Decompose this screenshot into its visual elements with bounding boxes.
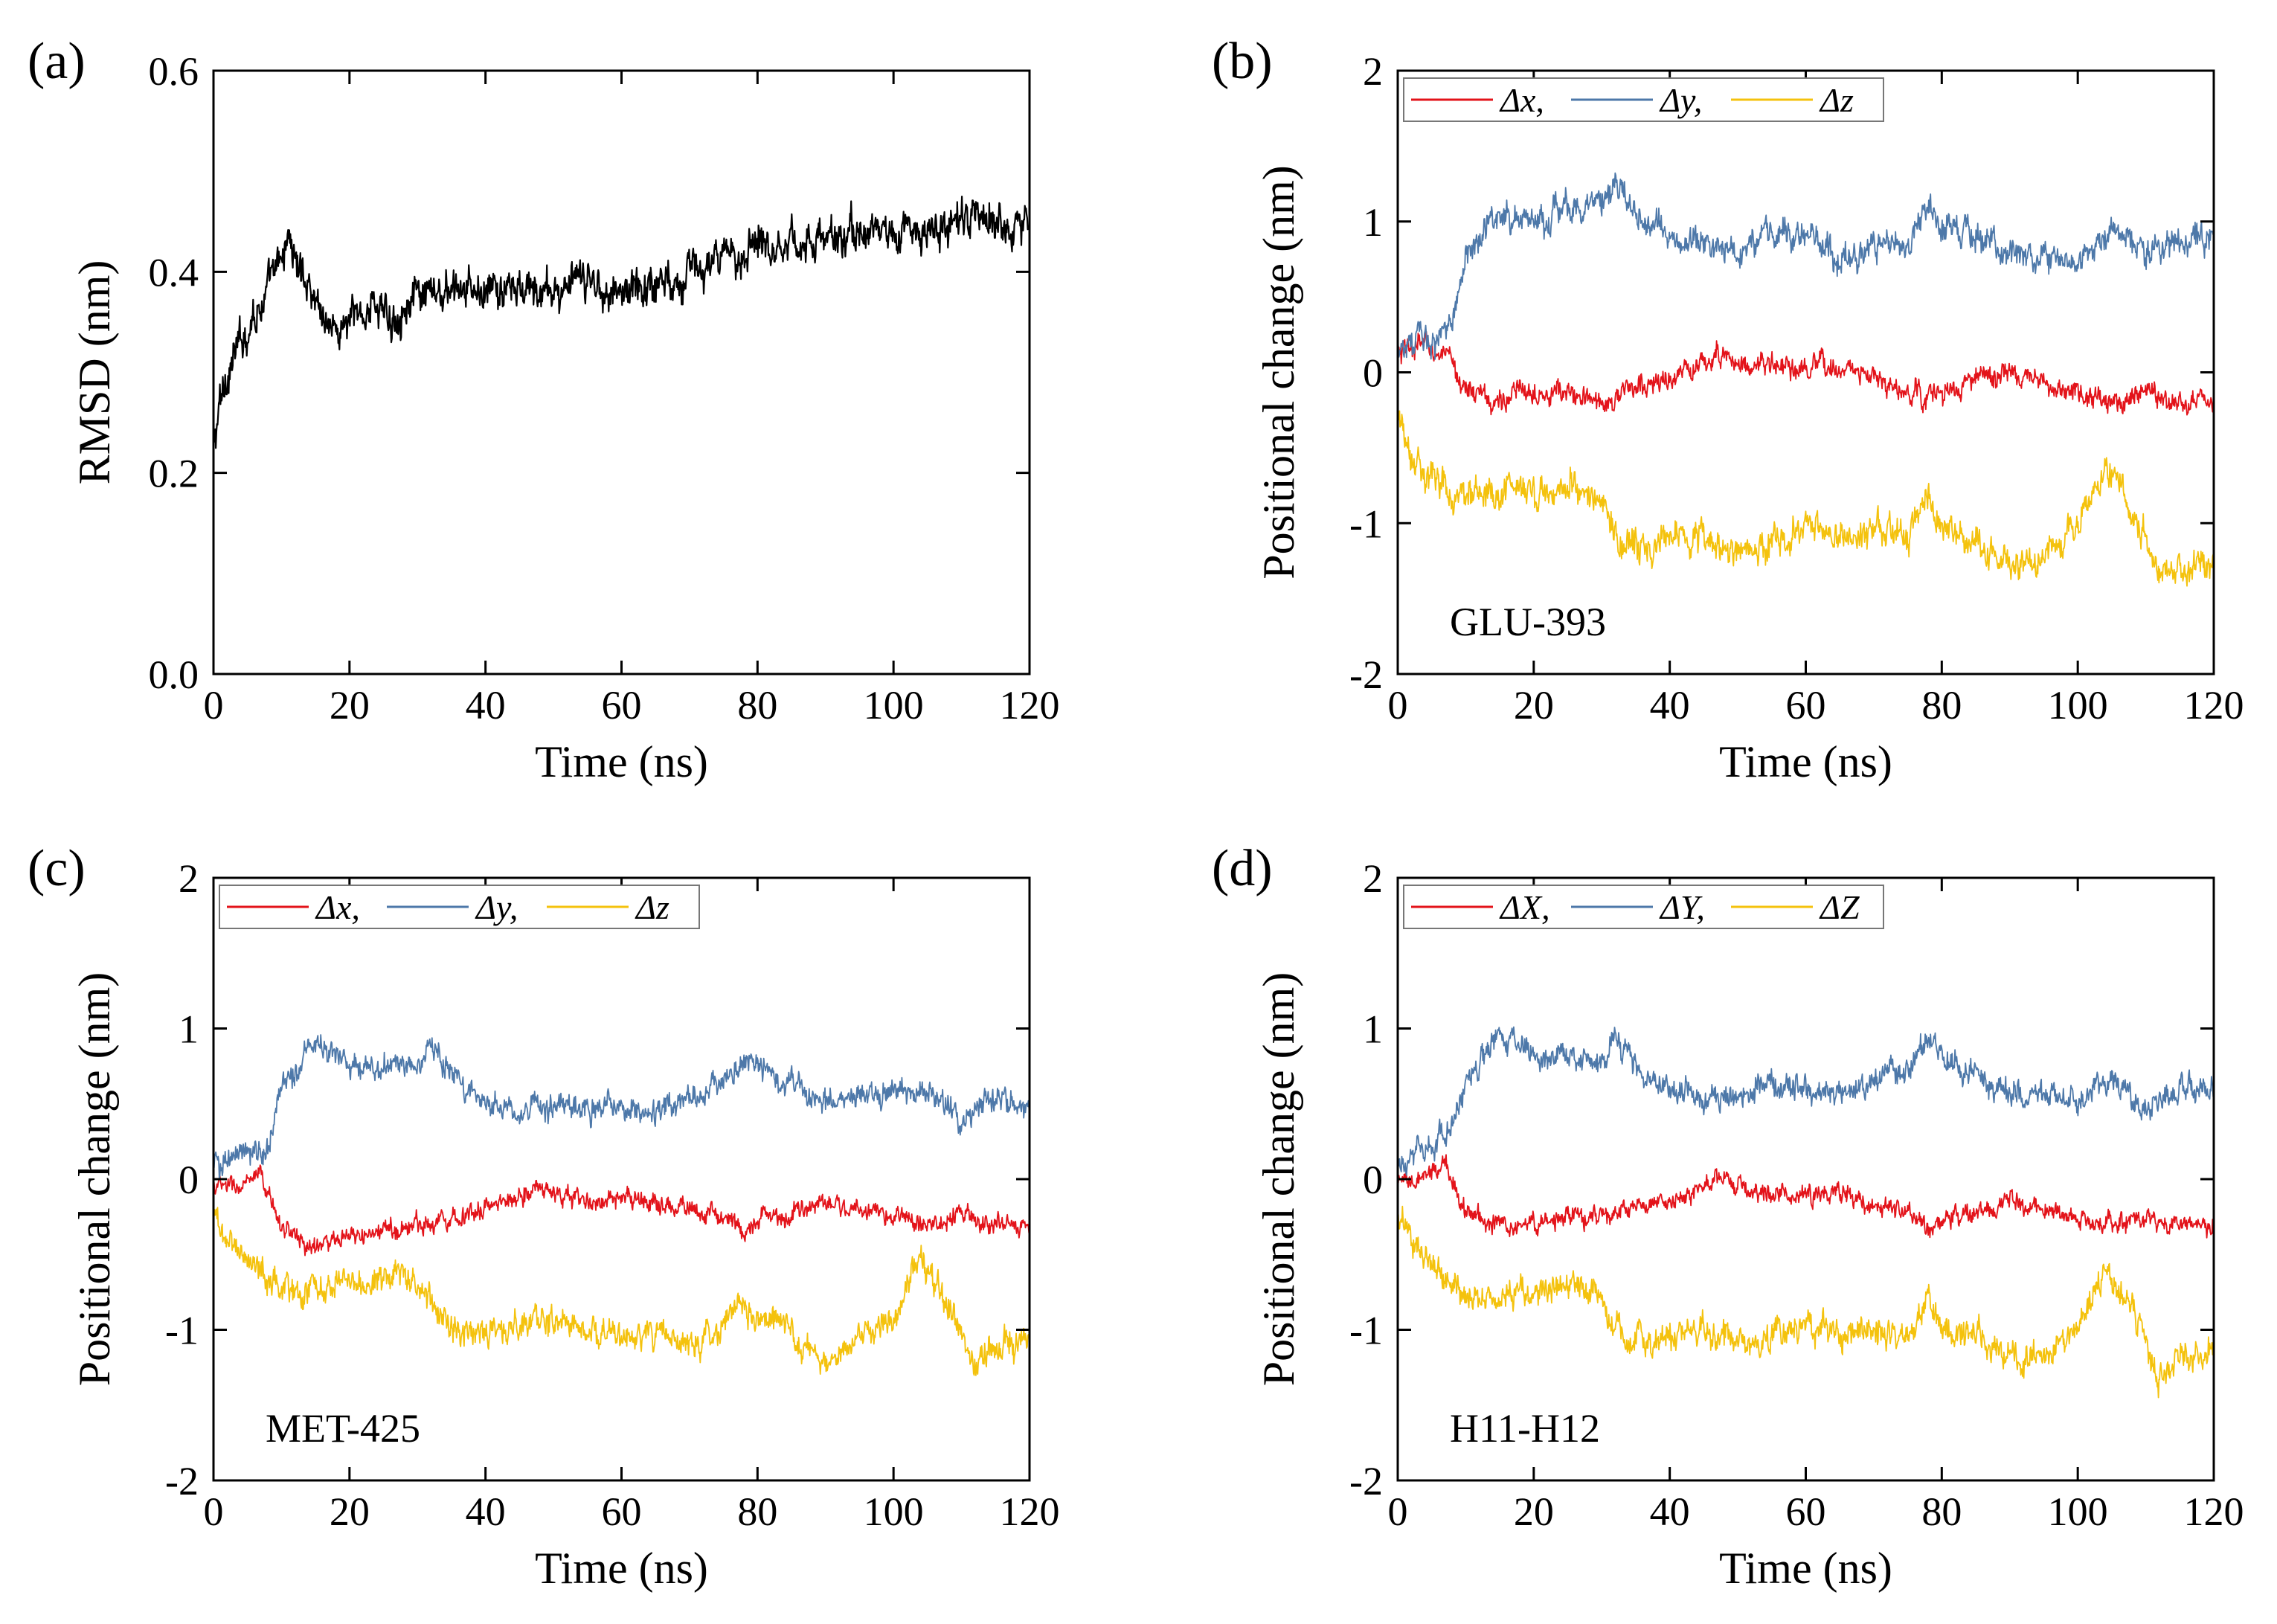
x-tick-label: 100 <box>864 1489 924 1534</box>
y-tick-label: 1 <box>1363 200 1383 245</box>
legend-label-z: Δz <box>1819 81 1854 119</box>
series-line-rmsd <box>213 196 1030 449</box>
y-tick-label: -1 <box>1349 1309 1383 1353</box>
x-tick-label: 100 <box>864 683 924 728</box>
x-tick-label: 20 <box>1514 683 1554 728</box>
y-tick-label: 1 <box>179 1007 199 1052</box>
x-tick-label: 120 <box>1000 683 1060 728</box>
x-axis-title: Time (ns) <box>1719 737 1892 786</box>
y-axis-title: Positional change (nm) <box>70 972 119 1387</box>
x-tick-label: 20 <box>330 683 370 728</box>
x-tick-label: 40 <box>466 1489 506 1534</box>
series-line-x <box>1398 330 2214 416</box>
x-tick-label: 80 <box>737 683 777 728</box>
x-tick-label: 60 <box>1786 683 1826 728</box>
x-tick-label: 100 <box>2048 1489 2108 1534</box>
series-line-z <box>213 1207 1030 1376</box>
y-tick-label: 0 <box>1363 1158 1383 1202</box>
x-tick-label: 120 <box>2184 683 2244 728</box>
y-tick-label: 0 <box>179 1158 199 1202</box>
x-tick-label: 0 <box>204 1489 224 1534</box>
y-tick-label: 0.2 <box>149 452 199 496</box>
panel-label: (d) <box>1212 840 1273 897</box>
panel-label: (c) <box>28 840 86 897</box>
legend-label-x: Δx, <box>1499 81 1544 119</box>
y-axis-title: Positional change (nm) <box>1254 972 1303 1387</box>
residue-annotation: H11-H12 <box>1450 1406 1600 1451</box>
legend: Δx, Δy, Δz <box>219 885 700 929</box>
x-tick-label: 40 <box>466 683 506 728</box>
x-tick-label: 80 <box>737 1489 777 1534</box>
series-group <box>1398 1026 2214 1399</box>
legend-label-y: Δy, <box>475 888 518 926</box>
series-group <box>213 196 1030 449</box>
x-tick-label: 0 <box>1388 683 1408 728</box>
panel-b-glu393-chart: 0 20 40 60 80 100 120 -2 -1 0 1 2 Time (ns) Positiona… <box>1212 33 2244 786</box>
y-tick-label: -2 <box>165 1459 199 1503</box>
y-tick-label: -2 <box>1349 1459 1383 1503</box>
x-tick-label: 40 <box>1650 683 1690 728</box>
x-tick-label: 20 <box>1514 1489 1554 1534</box>
residue-annotation: GLU-393 <box>1450 600 1606 644</box>
legend-label-y: ΔY, <box>1659 888 1705 926</box>
y-tick-label: 0.6 <box>149 49 199 94</box>
y-tick-label: -1 <box>1349 501 1383 546</box>
legend-label-x: ΔX, <box>1499 888 1550 926</box>
legend-label-z: ΔZ <box>1819 888 1860 926</box>
y-tick-label: 0.0 <box>149 652 199 697</box>
legend-label-z: Δz <box>635 888 669 926</box>
series-group <box>213 1034 1030 1376</box>
x-tick-label: 80 <box>1921 683 1962 728</box>
x-axis-title: Time (ns) <box>1719 1544 1892 1593</box>
x-tick-label: 60 <box>1786 1489 1826 1534</box>
x-axis-title: Time (ns) <box>535 737 708 786</box>
legend: Δx, Δy, Δz <box>1403 77 1884 122</box>
y-tick-label: 0.4 <box>149 250 199 295</box>
x-tick-label: 40 <box>1650 1489 1690 1534</box>
y-tick-label: 2 <box>179 856 199 901</box>
series-group <box>1398 172 2214 587</box>
x-tick-label: 0 <box>1388 1489 1408 1534</box>
panel-label: (a) <box>28 33 86 90</box>
x-tick-label: 0 <box>204 683 224 728</box>
x-tick-label: 100 <box>2048 683 2108 728</box>
y-axis-title: RMSD (nm) <box>70 260 119 485</box>
series-line-y <box>1398 172 2214 360</box>
x-axis-title: Time (ns) <box>535 1544 708 1593</box>
y-tick-label: -1 <box>165 1309 199 1353</box>
legend-label-x: Δx, <box>315 888 360 926</box>
y-tick-label: -2 <box>1349 652 1383 697</box>
series-line-z <box>1398 410 2214 587</box>
legend: ΔX, ΔY, ΔZ <box>1403 885 1884 929</box>
x-tick-label: 20 <box>330 1489 370 1534</box>
series-line-y <box>1398 1026 2214 1176</box>
series-line-y <box>213 1034 1030 1179</box>
y-tick-label: 1 <box>1363 1007 1383 1052</box>
x-tick-label: 120 <box>1000 1489 1060 1534</box>
panel-a-rmsd-chart: 0 20 40 60 80 100 120 0.0 0.2 0.4 0.6 Time (ns) RMSD… <box>28 33 1060 786</box>
panel-d-h11h12-chart: 0 20 40 60 80 100 120 -2 -1 0 1 2 Time (ns) Positiona… <box>1212 840 2244 1593</box>
panel-c-met425-chart: 0 20 40 60 80 100 120 -2 -1 0 1 2 Time (ns) Positiona… <box>28 840 1060 1593</box>
series-line-z <box>1398 1205 2214 1399</box>
x-tick-label: 60 <box>602 683 642 728</box>
legend-label-y: Δy, <box>1659 81 1702 119</box>
x-tick-label: 80 <box>1921 1489 1962 1534</box>
y-tick-label: 0 <box>1363 351 1383 396</box>
x-tick-label: 120 <box>2184 1489 2244 1534</box>
y-tick-label: 2 <box>1363 856 1383 901</box>
series-line-x <box>213 1164 1030 1256</box>
panel-label: (b) <box>1212 33 1273 90</box>
series-line-x <box>1398 1154 2214 1239</box>
residue-annotation: MET-425 <box>266 1406 420 1451</box>
x-tick-label: 60 <box>602 1489 642 1534</box>
y-tick-label: 2 <box>1363 49 1383 94</box>
y-axis-title: Positional change (nm) <box>1254 165 1303 580</box>
